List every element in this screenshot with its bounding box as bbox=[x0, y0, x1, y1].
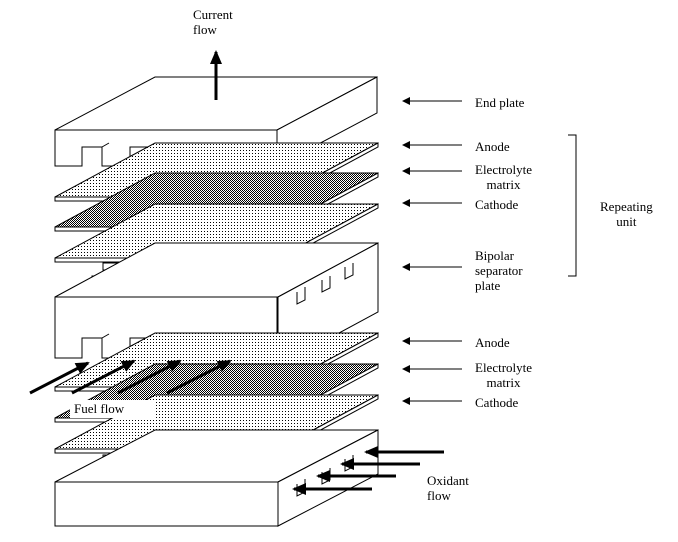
repeating-unit-label: Repeating unit bbox=[600, 199, 653, 229]
oxidant-flow-label: Oxidant flow bbox=[427, 473, 469, 503]
anode-label-1: Anode bbox=[475, 139, 510, 154]
cathode-label-1: Cathode bbox=[475, 197, 519, 212]
bipolar-separator-plate-label: Bipolar separator plate bbox=[475, 248, 523, 293]
fuel-flow-label: Fuel flow bbox=[70, 400, 154, 418]
label-pointers bbox=[402, 97, 462, 405]
oxidant-flow-arrows bbox=[292, 446, 444, 495]
electrolyte-matrix-label-2: Electrolyte matrix bbox=[475, 360, 533, 390]
end-plate-label: End plate bbox=[475, 95, 525, 110]
anode-label-2: Anode bbox=[475, 335, 510, 350]
fuel-flow-arrows bbox=[29, 359, 232, 395]
repeating-unit-bracket bbox=[568, 134, 577, 277]
cathode-label-2: Cathode bbox=[475, 395, 519, 410]
electrolyte-matrix-label-1: Electrolyte matrix bbox=[475, 162, 533, 192]
current-flow-label: Current flow bbox=[193, 7, 233, 37]
